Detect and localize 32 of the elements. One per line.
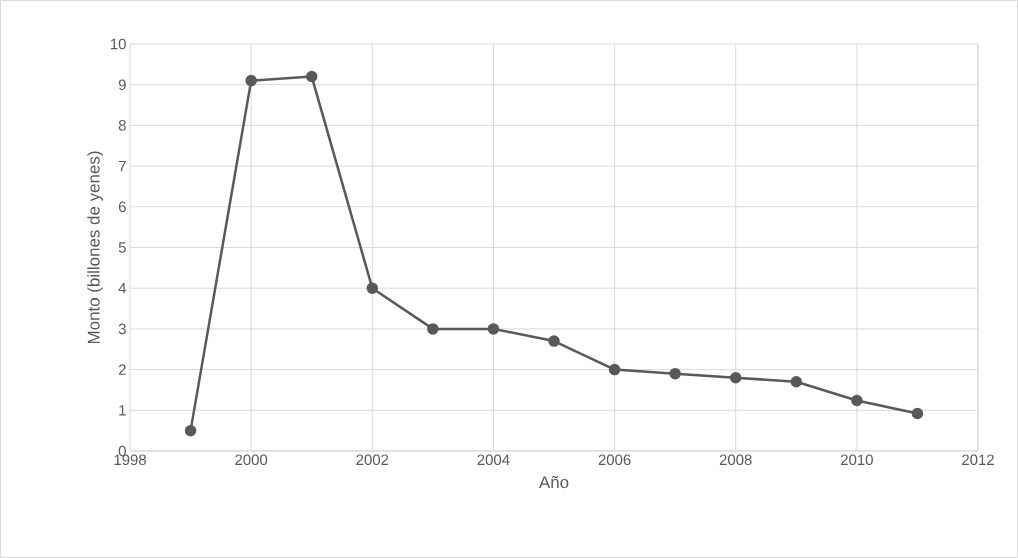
point [729,371,742,384]
y-tick-label: 4 [118,283,127,294]
y-tick-label: 6 [118,201,126,213]
point [427,323,439,335]
point [851,394,863,407]
x-tick-label: 2002 [356,454,389,466]
point [366,282,379,294]
y-tick-label: 10 [111,38,126,50]
y-tick-label: 2 [118,364,126,375]
y-axis-title: Monto (billones de yenes) [87,151,104,344]
x-tick-label: 2010 [841,454,873,466]
x-tick-label: 2000 [235,454,268,466]
y-tick-label: 9 [118,79,126,90]
y-tick-label: 1 [119,405,126,416]
x-tick-label: 2012 [962,454,994,466]
point [487,323,500,335]
y-tick-label: 3 [118,323,126,335]
point [608,363,621,376]
point [790,376,803,388]
point [669,367,681,380]
x-axis-title: Año [538,475,569,489]
x-tick-label: 2004 [477,454,510,466]
point [245,74,257,87]
x-tick-label: 2006 [598,454,631,466]
point [548,335,560,347]
y-tick-label: 7 [118,160,126,172]
point [305,70,318,83]
y-tick-label: 5 [118,242,126,253]
point [184,424,197,437]
y-tick-label: 8 [118,120,126,131]
point [911,407,924,420]
x-tick-label: 2008 [719,454,752,466]
